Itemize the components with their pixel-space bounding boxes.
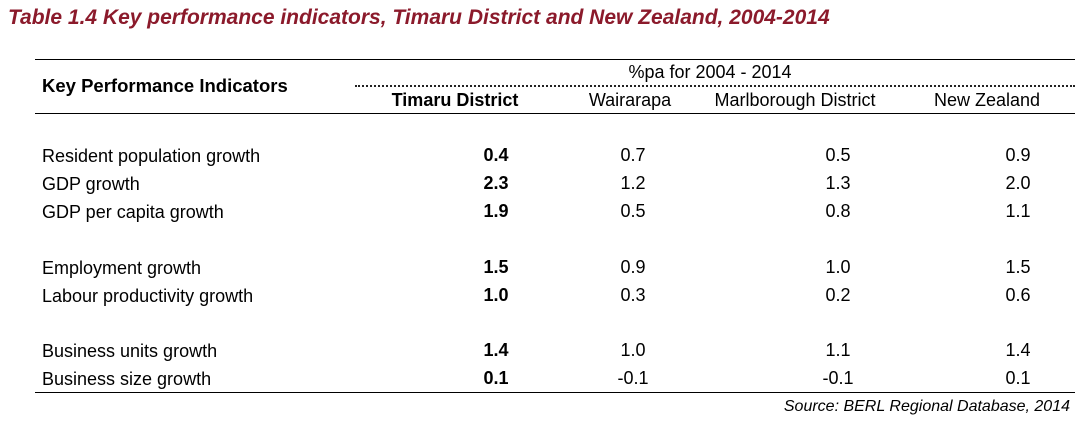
span-header: %pa for 2004 - 2014	[628, 62, 792, 82]
row-label: Labour productivity growth	[42, 286, 254, 306]
cell-wairarapa: 0.3	[620, 285, 646, 305]
cell-wairarapa: 0.9	[620, 257, 646, 277]
cell-wairarapa: -0.1	[617, 368, 649, 388]
column-header-marlborough: Marlborough District	[714, 90, 876, 110]
cell-timaru: 1.4	[483, 340, 509, 360]
cell-timaru: 0.4	[483, 145, 509, 165]
cell-new-zealand: 1.5	[1005, 257, 1031, 277]
cell-marlborough: 0.2	[825, 285, 851, 305]
column-header-new-zealand: New Zealand	[933, 90, 1041, 110]
table-bottom-rule	[35, 392, 1075, 393]
cell-timaru: 2.3	[483, 173, 509, 193]
cell-timaru: 0.1	[483, 368, 509, 388]
row-label: GDP per capita growth	[42, 202, 224, 222]
cell-wairarapa: 1.0	[620, 340, 646, 360]
cell-marlborough: 0.8	[825, 201, 851, 221]
column-header-timaru: Timaru District	[391, 90, 519, 110]
cell-timaru: 1.5	[483, 257, 509, 277]
cell-new-zealand: 1.4	[1005, 340, 1031, 360]
cell-new-zealand: 0.9	[1005, 145, 1031, 165]
table-top-rule	[35, 59, 1075, 60]
cell-wairarapa: 0.7	[620, 145, 646, 165]
cell-marlborough: 0.5	[825, 145, 851, 165]
table-title: Table 1.4 Key performance indicators, Ti…	[8, 6, 830, 29]
column-header-wairarapa: Wairarapa	[588, 90, 672, 110]
row-label: GDP growth	[42, 174, 140, 194]
cell-wairarapa: 0.5	[620, 201, 646, 221]
cell-new-zealand: 0.1	[1005, 368, 1031, 388]
cell-marlborough: 1.3	[825, 173, 851, 193]
row-label: Resident population growth	[42, 146, 261, 166]
cell-marlborough: -0.1	[822, 368, 854, 388]
cell-marlborough: 1.1	[825, 340, 851, 360]
cell-marlborough: 1.0	[825, 257, 851, 277]
cell-timaru: 1.0	[483, 285, 509, 305]
cell-new-zealand: 2.0	[1005, 173, 1031, 193]
cell-timaru: 1.9	[483, 201, 509, 221]
span-header-rule	[355, 85, 1075, 87]
row-header-label: Key Performance Indicators	[42, 75, 288, 96]
header-bottom-rule	[35, 113, 1075, 114]
cell-wairarapa: 1.2	[620, 173, 646, 193]
cell-new-zealand: 0.6	[1005, 285, 1031, 305]
row-label: Business size growth	[42, 369, 212, 389]
source-note: Source: BERL Regional Database, 2014	[783, 398, 1070, 415]
row-label: Business units growth	[42, 341, 218, 361]
cell-new-zealand: 1.1	[1005, 201, 1031, 221]
row-label: Employment growth	[42, 258, 202, 278]
